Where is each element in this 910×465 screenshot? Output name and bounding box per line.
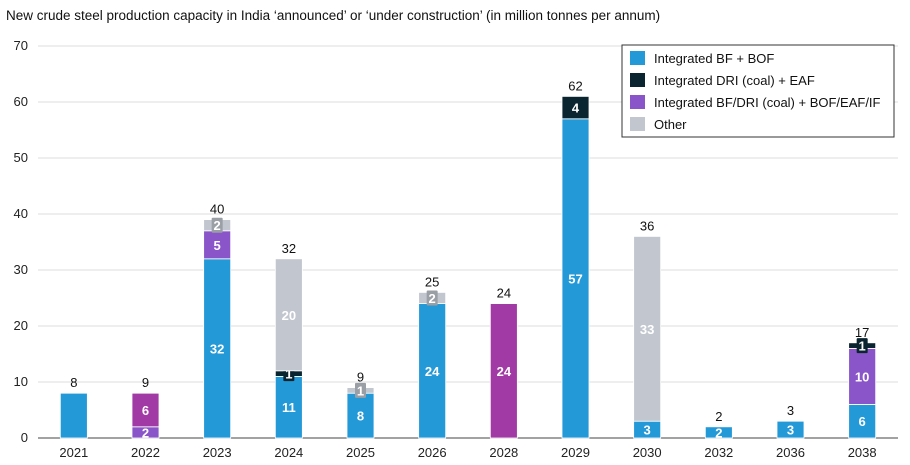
segment-label: 4 bbox=[572, 101, 580, 116]
segment-label-box bbox=[211, 217, 223, 233]
y-tick-label: 20 bbox=[14, 318, 28, 333]
segment-label: 57 bbox=[568, 271, 582, 286]
bar-total-label: 36 bbox=[640, 218, 654, 233]
bar-segment bbox=[561, 118, 590, 439]
bar-total-label: 9 bbox=[357, 370, 364, 385]
segment-label: 1 bbox=[357, 383, 364, 398]
segment-label: 33 bbox=[640, 322, 654, 337]
bar-segment bbox=[633, 235, 662, 422]
bar-segment bbox=[346, 392, 375, 439]
bar-total-label: 2 bbox=[715, 409, 722, 424]
legend-box bbox=[621, 44, 895, 138]
segment-label: 5 bbox=[214, 238, 221, 253]
bar-total-label: 24 bbox=[497, 286, 511, 301]
y-tick-label: 30 bbox=[14, 262, 28, 277]
bar-segment bbox=[203, 258, 232, 439]
segment-label-box bbox=[426, 290, 438, 306]
y-tick-label: 50 bbox=[14, 150, 28, 165]
bar-total-label: 17 bbox=[855, 325, 869, 340]
legend-swatch bbox=[630, 73, 645, 87]
x-tick-label: 2022 bbox=[131, 445, 160, 460]
bar-segment bbox=[59, 392, 88, 439]
segment-label: 6 bbox=[859, 414, 866, 429]
segment-label: 20 bbox=[282, 308, 296, 323]
x-tick-label: 2032 bbox=[704, 445, 733, 460]
segment-label: 6 bbox=[142, 403, 149, 418]
legend-swatch bbox=[630, 117, 645, 131]
x-tick-label: 2028 bbox=[489, 445, 518, 460]
bar-total-label: 8 bbox=[70, 375, 77, 390]
bar-segment bbox=[131, 392, 160, 428]
segment-label: 24 bbox=[425, 364, 440, 379]
segment-label: 2 bbox=[214, 218, 221, 233]
bar-total-label: 32 bbox=[282, 241, 296, 256]
segment-label: 8 bbox=[357, 409, 364, 424]
y-tick-label: 0 bbox=[21, 430, 28, 445]
bar-total-label: 3 bbox=[787, 403, 794, 418]
segment-label: 1 bbox=[859, 339, 866, 354]
segment-label: 2 bbox=[142, 425, 149, 440]
bar-total-label: 40 bbox=[210, 202, 224, 217]
bar-segment bbox=[848, 403, 877, 439]
segment-label: 1 bbox=[285, 367, 292, 382]
legend-label: Integrated DRI (coal) + EAF bbox=[654, 73, 815, 88]
segment-label-box bbox=[355, 382, 366, 398]
x-tick-label: 2023 bbox=[203, 445, 232, 460]
bar-segment bbox=[704, 426, 733, 439]
legend-label: Integrated BF/DRI (coal) + BOF/EAF/IF bbox=[654, 95, 881, 110]
segment-label-box bbox=[856, 338, 868, 354]
x-tick-label: 2038 bbox=[848, 445, 877, 460]
segment-label: 10 bbox=[855, 369, 869, 384]
segment-label: 24 bbox=[497, 364, 512, 379]
x-tick-label: 2030 bbox=[633, 445, 662, 460]
bar-segment bbox=[418, 303, 447, 439]
bar-total-label: 25 bbox=[425, 274, 439, 289]
y-tick-label: 40 bbox=[14, 206, 28, 221]
segment-label: 2 bbox=[715, 425, 722, 440]
chart-title: New crude steel production capacity in I… bbox=[6, 8, 661, 23]
x-tick-label: 2026 bbox=[418, 445, 447, 460]
x-tick-label: 2024 bbox=[274, 445, 303, 460]
y-tick-label: 60 bbox=[14, 94, 28, 109]
bar-segment bbox=[274, 375, 303, 439]
segment-label: 32 bbox=[210, 341, 224, 356]
x-tick-label: 2021 bbox=[59, 445, 88, 460]
x-tick-label: 2025 bbox=[346, 445, 375, 460]
legend-swatch bbox=[630, 95, 645, 109]
segment-label: 3 bbox=[644, 423, 651, 438]
y-tick-label: 10 bbox=[14, 374, 28, 389]
legend-label: Integrated BF + BOF bbox=[654, 51, 774, 66]
bar-segment bbox=[274, 258, 303, 372]
y-tick-label: 70 bbox=[14, 38, 28, 53]
bar-segment bbox=[776, 420, 805, 439]
legend-swatch bbox=[630, 51, 645, 65]
bar-total-label: 62 bbox=[568, 78, 582, 93]
segment-label: 3 bbox=[787, 423, 794, 438]
segment-label: 2 bbox=[429, 291, 436, 306]
bar-total-label: 9 bbox=[142, 375, 149, 390]
legend-label: Other bbox=[654, 117, 687, 132]
x-tick-label: 2029 bbox=[561, 445, 590, 460]
segment-label: 11 bbox=[282, 400, 296, 415]
x-tick-label: 2036 bbox=[776, 445, 805, 460]
bar-segment bbox=[489, 303, 518, 439]
segment-label-box bbox=[570, 100, 581, 116]
bar-segment bbox=[203, 230, 232, 260]
